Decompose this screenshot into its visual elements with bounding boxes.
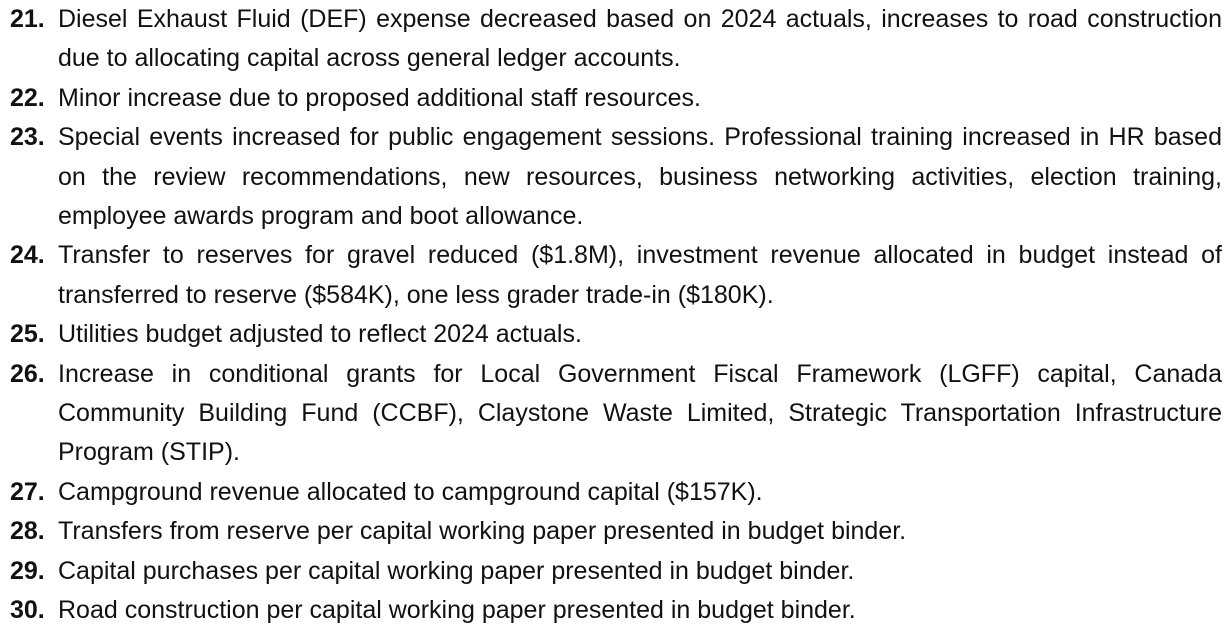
note-number: 25. (10, 320, 45, 349)
note-text: Special events increased for public enga… (58, 123, 1222, 231)
note-number: 29. (10, 556, 45, 585)
note-number: 24. (10, 241, 45, 270)
note-item: 27. Campground revenue allocated to campg… (10, 473, 1222, 512)
note-item: 30. Road construction per capital working… (10, 591, 1222, 630)
note-item: 29. Capital purchases per capital working… (10, 552, 1222, 591)
note-number: 23. (10, 123, 45, 152)
note-number: 26. (10, 359, 45, 388)
note-number: 28. (10, 517, 45, 546)
note-item: 24. Transfer to reserves for gravel reduc… (10, 236, 1222, 315)
note-text: Transfers from reserve per capital worki… (58, 517, 907, 546)
note-text: Utilities budget adjusted to reflect 202… (58, 320, 582, 349)
note-item: 21. Diesel Exhaust Fluid (DEF) expense de… (10, 0, 1222, 79)
note-item: 23. Special events increased for public e… (10, 118, 1222, 236)
note-item: 25. Utilities budget adjusted to reflect … (10, 315, 1222, 354)
note-text: Minor increase due to proposed additiona… (58, 83, 701, 112)
note-text: Campground revenue allocated to campgrou… (58, 477, 763, 506)
note-number: 21. (10, 5, 45, 33)
notes-list: 21. Diesel Exhaust Fluid (DEF) expense de… (10, 0, 1222, 631)
note-item: 28. Transfers from reserve per capital wo… (10, 512, 1222, 551)
note-text: Transfer to reserves for gravel reduced … (58, 241, 1222, 309)
note-item: 22. Minor increase due to proposed additi… (10, 79, 1222, 118)
note-number: 30. (10, 596, 45, 625)
note-item: 26. Increase in conditional grants for Lo… (10, 355, 1222, 473)
note-text: Diesel Exhaust Fluid (DEF) expense decre… (58, 5, 1222, 73)
note-text: Capital purchases per capital working pa… (58, 556, 855, 585)
note-number: 22. (10, 83, 45, 112)
note-text: Road construction per capital working pa… (58, 596, 856, 625)
note-text: Increase in conditional grants for Local… (58, 359, 1222, 467)
note-number: 27. (10, 477, 45, 506)
